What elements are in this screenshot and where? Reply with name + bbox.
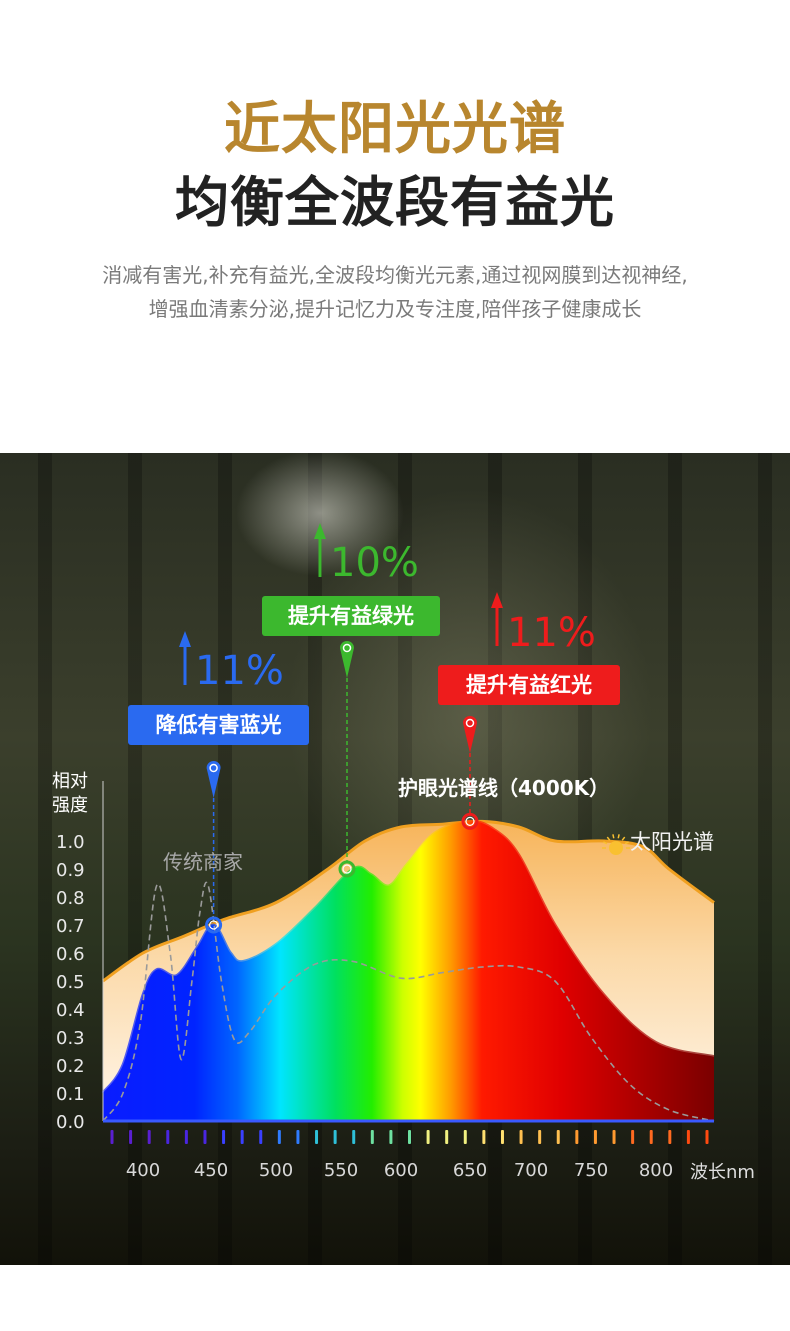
callout-blue-label: 降低有害蓝光 [128,705,309,745]
eye-curve-label: 护眼光谱线（4000K） [398,776,610,800]
map-pin-hole [342,643,352,653]
data-marker-red [461,812,479,830]
y-tick-label: 1.0 [56,832,85,853]
traditional-spectrum-line [102,881,715,1122]
wavelength-tick-bar [482,1130,486,1144]
map-pin-hole [209,763,218,773]
title-line2: 均衡全波段有益光 [175,171,615,234]
wavelength-tick-bar [519,1130,523,1144]
wavelength-tick-bar [296,1130,300,1144]
x-tick-label: 650 [453,1160,487,1181]
wavelength-tick-bar [556,1130,560,1144]
y-tick-label: 0.6 [56,944,85,965]
wavelength-tick-bar [333,1130,337,1144]
wavelength-tick-bar [612,1130,616,1144]
wavelength-tick-bar [184,1130,188,1144]
callout-green-percent: 10% [330,540,419,586]
wavelength-tick-bar [463,1130,467,1144]
wavelength-tick-bar [649,1130,653,1144]
description: 消减有害光,补充有益光,全波段均衡光元素,通过视网膜到达视神经,增强血清素分泌,… [102,263,688,321]
data-marker-ring [342,864,352,874]
y-tick-label: 0.9 [56,860,85,881]
wavelength-tick-bar [426,1130,430,1144]
map-pin-icon [206,761,221,798]
wavelength-tick-bar [203,1130,207,1144]
wavelength-tick-bar [166,1130,170,1144]
map-pin-icon [463,716,477,753]
eye-spectrum-area [103,821,714,1121]
x-tick-label: 600 [384,1160,418,1181]
wavelength-tick-bar [129,1130,133,1144]
x-tick-label: 450 [194,1160,228,1181]
x-axis-label: 波长nm [690,1162,755,1183]
y-tick-label: 0.8 [56,888,85,909]
y-tick-label: 0.1 [56,1084,85,1105]
callout-red-label: 提升有益红光 [438,665,620,705]
sun-curve-label: 太阳光谱 [630,830,714,854]
x-tick-label: 400 [126,1160,160,1181]
sun-ray [617,834,620,839]
callout-green-label: 提升有益绿光 [262,596,440,636]
wavelength-tick-bar [389,1130,393,1144]
wavelength-tick-bar [352,1130,356,1144]
x-tick-label: 550 [324,1160,358,1181]
wavelength-tick-bar [705,1130,709,1144]
y-tick-label: 0.2 [56,1056,85,1077]
sun-ray [621,836,626,841]
y-axis-label: 相对强度 [52,771,88,816]
arrow-up-icon [179,631,191,647]
wavelength-tick-bar [147,1130,151,1144]
y-tick-label: 0.4 [56,1000,85,1021]
map-pin-icon [340,641,354,678]
y-tick-label: 0.0 [56,1112,85,1133]
arrow-up-icon [491,592,503,608]
y-tick-label: 0.7 [56,916,85,937]
map-pin-hole [465,718,475,728]
wavelength-tick-bar [259,1130,263,1144]
wavelength-tick-bar [240,1130,244,1144]
callout-blue-percent: 11% [195,648,284,694]
wavelength-tick-bar [277,1130,281,1144]
wavelength-tick-bar [315,1130,319,1144]
callout-red-percent: 11% [507,610,596,656]
sun-ray [603,841,608,845]
sun-spectrum-line [102,819,715,983]
x-tick-label: 500 [259,1160,293,1181]
y-tick-label: 0.5 [56,972,85,993]
wavelength-tick-bar [538,1130,542,1144]
data-marker-ring [465,816,475,827]
wavelength-tick-bar [500,1130,504,1144]
wavelength-tick-bar [408,1130,411,1144]
sun-ray [612,834,615,839]
wavelength-tick-bar [370,1130,374,1144]
y-tick-label: 0.3 [56,1028,85,1049]
arrow-up-icon [314,523,326,539]
wavelength-tick-bar [668,1130,672,1144]
data-marker-green [338,860,356,878]
title-line1: 近太阳光光谱 [224,97,566,162]
x-tick-label: 700 [514,1160,548,1181]
sun-icon [609,841,623,855]
wavelength-tick-bar [575,1130,579,1144]
x-tick-label: 750 [574,1160,608,1181]
wavelength-tick-bar [445,1130,449,1144]
sun-ray [624,841,629,845]
data-marker-ring [209,920,219,930]
wavelength-tick-bar [222,1130,226,1144]
wavelength-tick-bar [593,1130,597,1144]
x-tick-label: 800 [639,1160,673,1181]
wavelength-tick-bar [110,1130,114,1144]
data-marker-blue [205,916,223,934]
sun-ray [606,836,611,841]
wavelength-tick-bar [686,1130,690,1144]
traditional-curve-label: 传统商家 [163,850,243,874]
wavelength-tick-bar [631,1130,635,1144]
